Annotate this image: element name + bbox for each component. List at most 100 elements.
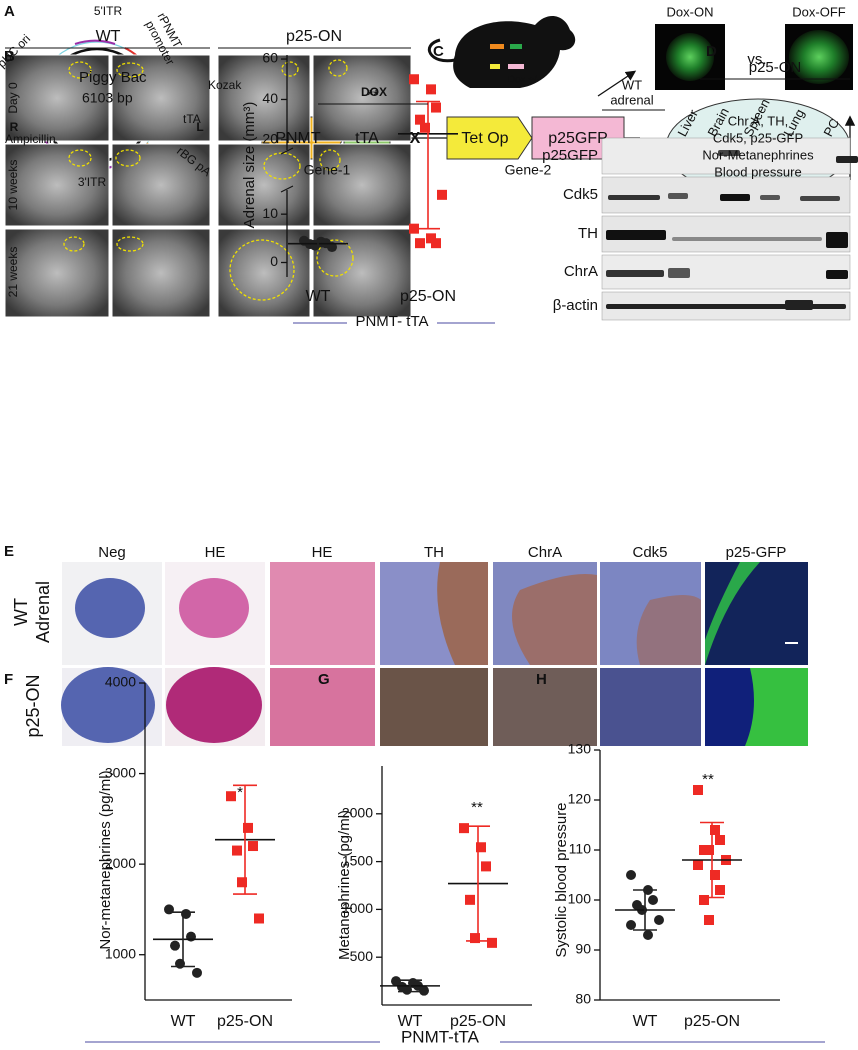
data-point <box>327 242 337 253</box>
significance: ** <box>702 771 714 788</box>
x-tick-label: WT <box>306 288 331 305</box>
blot-band <box>826 232 848 248</box>
gene: p25GFP <box>548 130 608 147</box>
panel-label: E <box>4 543 14 560</box>
row-label: 10 weeks <box>6 160 20 211</box>
data-point <box>248 841 258 852</box>
plasmid-feature: 5'ITR <box>94 4 123 18</box>
column-header: ChrA <box>528 544 562 561</box>
data-point <box>431 102 441 113</box>
vs: vs. <box>747 51 766 68</box>
data-point <box>419 985 429 996</box>
data-point <box>409 74 419 85</box>
data-point <box>710 825 720 835</box>
x-tick-label: p25-ON <box>217 1013 273 1030</box>
histology-images <box>61 562 808 746</box>
panel-label: F <box>4 671 13 688</box>
data-point <box>693 785 703 795</box>
plasmid-feature: tTA <box>183 112 201 126</box>
data-point <box>232 845 242 856</box>
data-point <box>654 915 664 925</box>
data-point <box>415 238 425 249</box>
data-point <box>459 823 469 834</box>
side-label: L <box>196 120 203 134</box>
group-header: p25-ON <box>749 59 802 76</box>
data-point <box>431 238 441 249</box>
column-header: Neg <box>98 544 126 561</box>
data-point <box>420 122 430 133</box>
significance: ** <box>367 87 379 104</box>
y-tick-label: 2000 <box>342 805 373 821</box>
column-header: HE <box>205 544 226 561</box>
y-tick-label: 110 <box>569 841 592 857</box>
data-point <box>254 913 264 924</box>
data-point <box>481 861 491 872</box>
data-point <box>715 835 725 845</box>
gene-label: Gene-1 <box>304 162 351 178</box>
blot-label: p25GFP <box>542 147 598 164</box>
group-header: p25-ON <box>286 28 342 45</box>
axis-break <box>280 147 294 155</box>
cross: X <box>410 130 421 147</box>
y-tick-label: 1500 <box>342 852 373 868</box>
condition: Dox-OFF <box>792 4 846 19</box>
data-point <box>704 915 714 925</box>
y-tick-label: 60 <box>262 50 278 66</box>
group-header: WT <box>96 28 121 45</box>
data-point <box>487 937 497 948</box>
y-tick-label: 10 <box>262 205 278 221</box>
data-point <box>626 920 636 930</box>
plasmid-feature: Kozak <box>208 78 242 92</box>
panel-label: C <box>433 43 444 60</box>
x-tick-label: p25-ON <box>450 1013 506 1030</box>
blot-band <box>718 150 740 156</box>
mouse-label: Dox +/- <box>508 75 541 86</box>
column-header: p25-GFP <box>726 544 787 561</box>
data-point <box>715 885 725 895</box>
data-point <box>693 860 703 870</box>
western-blot <box>601 78 858 321</box>
data-point <box>699 895 709 905</box>
y-tick-label: 120 <box>568 791 592 807</box>
panel-label: D <box>706 43 717 60</box>
blot-label: Cdk5 <box>563 186 598 203</box>
readout: Cdk5, p25-GFP <box>713 130 803 145</box>
data-point <box>192 967 202 978</box>
readout: Nor-Metanephrines <box>702 147 814 162</box>
mri-images <box>4 47 412 318</box>
y-tick-label: 100 <box>568 891 592 907</box>
y-axis-label: Nor-metanephrines (pg/ml) <box>97 770 114 949</box>
panel-label: A <box>4 3 15 20</box>
blot-label: TH <box>578 225 598 242</box>
blot-band <box>606 270 664 277</box>
promoter: PNMT <box>275 130 321 147</box>
row-label: Adrenal <box>33 581 53 643</box>
x-tick-label: WT <box>633 1013 658 1030</box>
row-label: p25-ON <box>23 674 43 737</box>
data-point <box>470 933 480 944</box>
data-point <box>704 845 714 855</box>
blot-band <box>800 196 840 201</box>
group-label: PNMT-tTA <box>401 1027 480 1046</box>
data-point <box>237 877 247 888</box>
y-tick-label: 90 <box>575 941 591 957</box>
y-tick-label: 1000 <box>105 945 136 961</box>
blot-band <box>826 270 848 279</box>
group-header: adrenal <box>610 92 653 107</box>
blot-band <box>785 300 813 310</box>
y-tick-label: 80 <box>575 991 591 1007</box>
data-point <box>409 223 419 234</box>
data-point <box>476 842 486 853</box>
x-tick-label: p25-ON <box>684 1013 740 1030</box>
gene: tTA <box>355 130 379 147</box>
panel-label: B <box>4 48 15 65</box>
blot-band <box>672 237 822 241</box>
data-point <box>648 895 658 905</box>
plasmid-feature: 3'ITR <box>78 175 107 189</box>
axis-break <box>280 185 294 193</box>
plasmid-feature: Ampicillin <box>5 132 56 146</box>
blot-band <box>668 193 688 199</box>
data-point <box>626 870 636 880</box>
column-header: HE <box>312 544 333 561</box>
